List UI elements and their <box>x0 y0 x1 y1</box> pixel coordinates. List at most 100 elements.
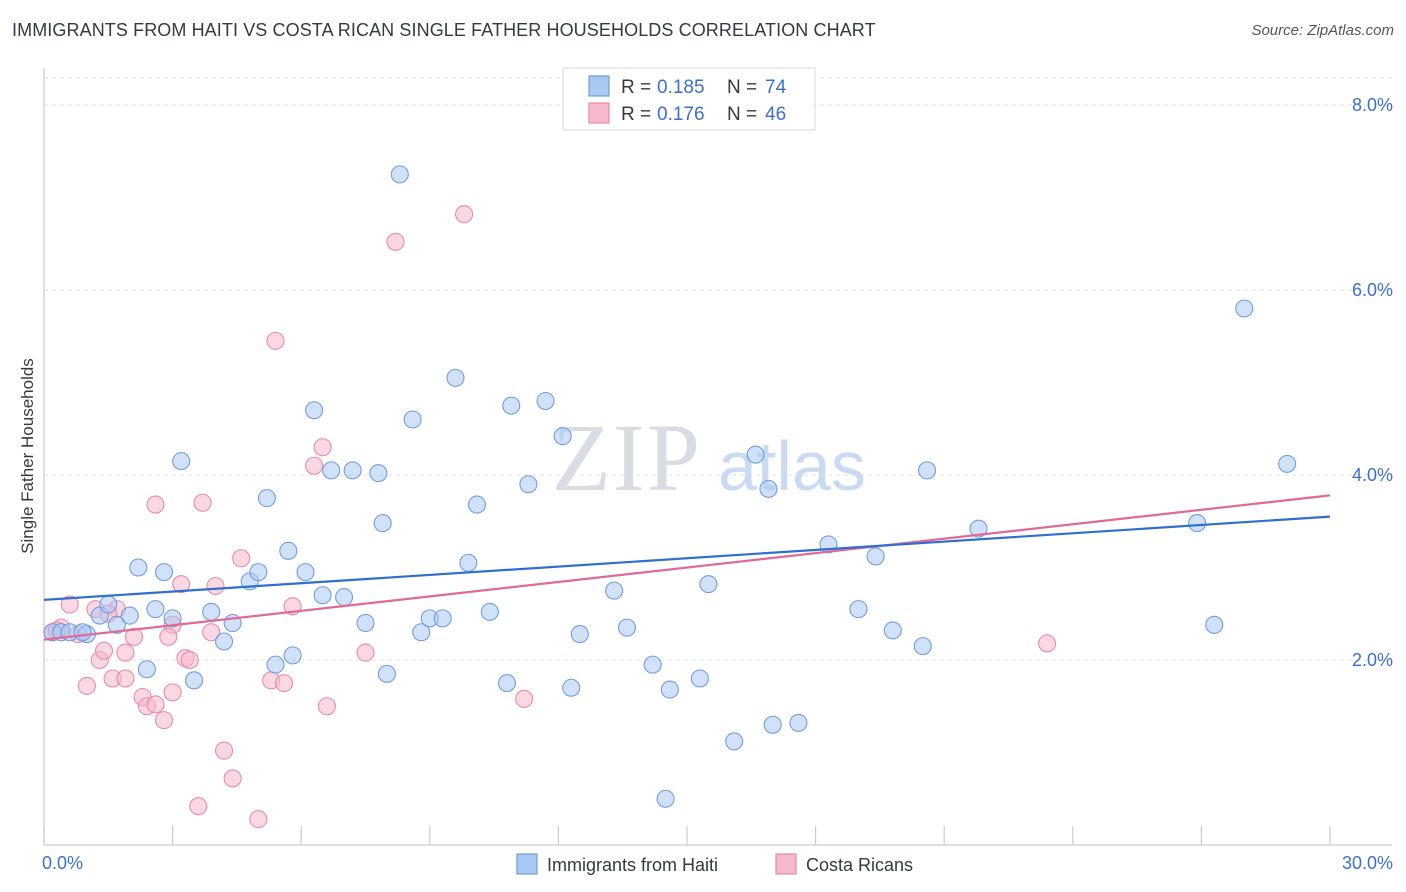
haiti-point <box>137 660 156 679</box>
haiti-point <box>553 427 572 446</box>
haiti-point <box>184 671 204 690</box>
costa-ricans-point <box>116 643 135 662</box>
costa-ricans-point <box>1038 634 1057 653</box>
costa-ricans-point <box>94 641 114 660</box>
costa-ricans-point <box>202 623 221 642</box>
haiti-point <box>763 715 782 734</box>
costa-ricans-point <box>163 683 182 702</box>
haiti-point <box>377 664 396 683</box>
costa-ricans-trend-line <box>43 494 1331 641</box>
bottom-legend-swatch-costa <box>775 853 797 875</box>
legend-box: R = 0.185 N = 74 R = 0.176 N = 46 <box>562 67 816 131</box>
costa-ricans-point <box>356 643 375 662</box>
haiti-point <box>279 541 298 560</box>
haiti-point <box>412 623 431 642</box>
haiti-point <box>656 789 675 808</box>
costa-ricans-point <box>146 695 165 714</box>
costa-ricans-point <box>515 689 534 708</box>
haiti-point <box>1235 299 1254 318</box>
grid-lines <box>44 77 1392 661</box>
legend-n-label-costa: N = <box>727 104 757 125</box>
y-tick-label: 6.0% <box>1352 280 1393 300</box>
haiti-point <box>759 479 778 498</box>
costa-ricans-point <box>455 205 474 224</box>
haiti-point <box>1205 615 1224 634</box>
haiti-point <box>99 595 118 614</box>
costa-ricans-point <box>180 650 199 670</box>
haiti-point <box>519 475 538 494</box>
haiti-point <box>1278 454 1297 473</box>
haiti-point <box>154 563 174 582</box>
haiti-point <box>690 669 709 688</box>
x-tick-marks <box>43 826 1331 845</box>
watermark-zip: ZIP <box>552 404 702 511</box>
haiti-point <box>249 563 268 582</box>
haiti-point <box>699 575 718 594</box>
trend-lines <box>43 494 1331 641</box>
costa-ricans-point <box>77 676 96 695</box>
costa-ricans-point <box>159 627 178 646</box>
haiti-point <box>403 410 422 429</box>
haiti-point <box>335 588 354 607</box>
haiti-point <box>163 609 182 628</box>
haiti-point <box>913 637 932 656</box>
haiti-point <box>866 547 885 566</box>
costa-ricans-point <box>317 697 336 716</box>
haiti-point <box>214 632 234 651</box>
costa-ricans-point <box>275 674 294 693</box>
costa-ricans-point <box>214 741 234 760</box>
haiti-point <box>883 621 902 640</box>
haiti-point <box>356 613 375 633</box>
y-tick-label: 4.0% <box>1352 465 1393 485</box>
x-tick-label: 30.0% <box>1342 853 1393 873</box>
legend-swatch-costa <box>588 102 610 124</box>
haiti-point <box>172 452 191 471</box>
legend-n-value-costa: 46 <box>765 104 786 125</box>
haiti-point <box>536 391 555 411</box>
y-tick-labels: 2.0% 4.0% 6.0% 8.0% <box>1352 95 1393 670</box>
legend-r-label-costa: R = <box>621 104 651 125</box>
bottom-legend-label-costa: Costa Ricans <box>806 855 913 875</box>
costa-ricans-point <box>206 576 225 596</box>
haiti-point <box>459 553 478 572</box>
costa-ricans-point <box>313 438 332 457</box>
haiti-point <box>467 495 487 514</box>
costa-ricans-point <box>60 595 79 614</box>
x-tick-label: 0.0% <box>42 853 83 873</box>
haiti-point <box>107 615 126 634</box>
x-tick-labels: 0.0% 30.0% <box>42 853 1393 873</box>
costa-ricans-point <box>172 575 191 594</box>
haiti-point <box>605 581 624 600</box>
haiti-point <box>283 646 302 665</box>
costa-ricans-point <box>249 810 268 829</box>
haiti-point <box>502 396 521 415</box>
costa-ricans-point <box>116 669 135 688</box>
haiti-point <box>480 602 499 621</box>
haiti-point <box>129 558 148 577</box>
haiti-point <box>497 674 517 693</box>
haiti-point <box>1188 514 1207 533</box>
haiti-point <box>369 464 388 483</box>
legend-r-value-haiti: 0.185 <box>657 77 705 98</box>
haiti-point <box>73 623 92 642</box>
legend-swatch-haiti <box>588 75 610 97</box>
haiti-point <box>146 600 165 619</box>
costa-ricans-point <box>154 711 174 730</box>
legend-r-label-haiti: R = <box>621 77 651 98</box>
legend-n-value-haiti: 74 <box>765 77 787 98</box>
costa-ricans-points <box>43 205 1057 829</box>
haiti-point <box>746 445 765 464</box>
bottom-legend: Immigrants from Haiti Costa Ricans <box>516 853 913 875</box>
y-tick-label: 2.0% <box>1352 650 1393 670</box>
legend-r-value-costa: 0.176 <box>657 104 705 125</box>
source-credit: Source: ZipAtlas.com <box>1251 22 1394 39</box>
legend-n-label-haiti: N = <box>727 77 757 98</box>
haiti-point <box>120 606 139 625</box>
haiti-point <box>849 600 868 619</box>
haiti-trend-line <box>43 515 1331 601</box>
watermark-atlas: atlas <box>718 427 866 505</box>
haiti-point <box>313 586 332 605</box>
costa-ricans-point <box>386 232 405 251</box>
haiti-point <box>296 563 315 582</box>
haiti-point <box>617 618 637 637</box>
